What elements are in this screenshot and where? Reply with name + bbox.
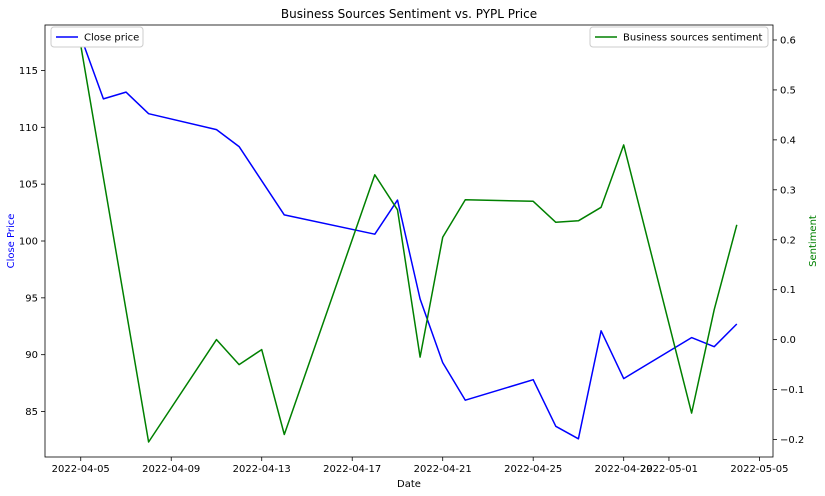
right-y-axis-title: Sentiment [808, 215, 819, 267]
x-tick-label: 2022-04-21 [414, 464, 472, 475]
x-tick-label: 2022-04-17 [323, 464, 381, 475]
left-y-tick-label: 115 [19, 66, 38, 77]
legend-close-price: Close price [50, 26, 144, 48]
left-y-tick-label: 85 [25, 407, 38, 418]
close-price-line [79, 36, 738, 440]
plot-area [44, 24, 774, 458]
x-tick-label: 2022-04-05 [52, 464, 110, 475]
right-y-tick-label: 0.2 [780, 235, 796, 246]
right-y-tick-label: 0.0 [780, 335, 796, 346]
legend-business-sentiment: Business sources sentiment [589, 26, 769, 48]
legend-box [589, 26, 769, 48]
left-y-tick-label: 90 [25, 350, 38, 361]
x-tick-label: 2022-04-13 [233, 464, 291, 475]
left-y-tick-label: 105 [19, 180, 38, 191]
right-y-tick-label: 0.1 [780, 285, 796, 296]
x-tick-label: 2022-04-25 [504, 464, 562, 475]
right-y-axis: −0.2 −0.1 0.0 0.1 0.2 0.3 0.4 0.5 0.6 [773, 35, 804, 446]
left-y-axis-title: Close Price [6, 214, 17, 269]
x-tick-label: 2022-04-29 [595, 464, 653, 475]
right-y-tick-label: 0.5 [780, 85, 796, 96]
right-y-tick-label: 0.4 [780, 135, 796, 146]
right-y-tick-label: −0.1 [780, 385, 804, 396]
left-y-tick-label: 95 [25, 293, 38, 304]
legend-box [50, 26, 144, 48]
right-y-tick-label: 0.3 [780, 185, 796, 196]
left-y-tick-label: 100 [19, 237, 38, 248]
x-axis-title: Date [397, 479, 421, 490]
left-y-tick-label: 110 [19, 123, 38, 134]
right-y-tick-label: −0.2 [780, 435, 804, 446]
x-tick-label: 2022-05-01 [640, 464, 698, 475]
left-y-axis: 85 90 95 100 105 110 115 [19, 66, 45, 418]
right-y-tick-label: 0.6 [780, 35, 796, 46]
x-axis: 2022-04-05 2022-04-09 2022-04-13 2022-04-17… [52, 457, 788, 475]
x-tick-label: 2022-04-09 [142, 464, 200, 475]
series-lines [79, 36, 738, 443]
legend-label-close-price: Close price [84, 33, 139, 44]
chart-title: Business Sources Sentiment vs. PYPL Pric… [281, 7, 537, 21]
legend-label-business-sentiment: Business sources sentiment [623, 33, 763, 44]
x-tick-label: 2022-05-05 [730, 464, 788, 475]
